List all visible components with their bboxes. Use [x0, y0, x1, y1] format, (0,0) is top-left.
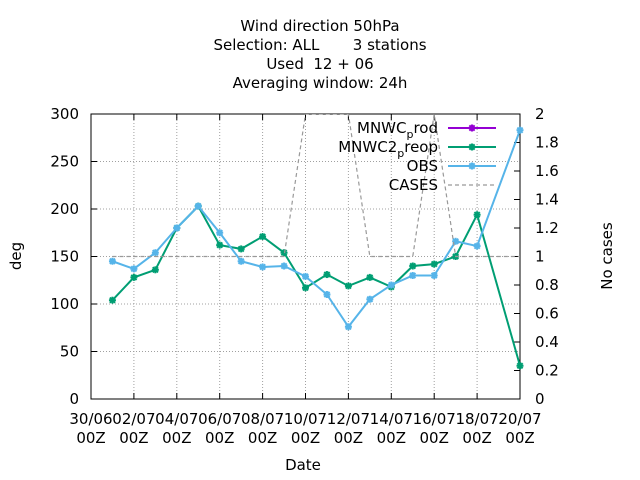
x-axis-label: Date: [285, 456, 321, 474]
x-tick-label-time: 00Z: [377, 429, 406, 447]
x-tick-label-date: 30/06: [69, 410, 112, 428]
y-tick-label: 200: [50, 200, 79, 218]
title-line-4: Averaging window: 24h: [232, 74, 408, 92]
y2-tick-label: 0.2: [535, 362, 559, 380]
y2-tick-label: 1.6: [535, 162, 559, 180]
x-tick-label-time: 00Z: [505, 429, 534, 447]
data-point-obs: [173, 224, 181, 232]
data-point-obs: [387, 281, 395, 289]
y-tick-label: 300: [50, 105, 79, 123]
x-tick-label-date: 10/07: [284, 410, 327, 428]
data-point-mnwc2-preop: [130, 273, 138, 281]
y2-tick-label: 0.6: [535, 305, 559, 323]
data-point-obs: [108, 257, 116, 265]
x-tick-label-time: 00Z: [248, 429, 277, 447]
data-point-mnwc2-preop: [430, 260, 438, 268]
title-line-3: Used 12 + 06: [266, 55, 374, 73]
legend-marker-mnwc-prod: [468, 124, 476, 132]
x-tick-label-time: 00Z: [119, 429, 148, 447]
data-point-obs: [430, 272, 438, 279]
title-line-2: Selection: ALL 3 stations: [213, 36, 427, 54]
x-tick-label-time: 00Z: [462, 429, 491, 447]
y2-tick-label: 0.8: [535, 276, 559, 294]
x-tick-label-date: 04/07: [155, 410, 198, 428]
title-line-1: Wind direction 50hPa: [240, 17, 400, 35]
y2-tick-label: 1: [535, 248, 545, 266]
x-tick-label-date: 08/07: [241, 410, 284, 428]
x-tick-label-time: 00Z: [76, 429, 105, 447]
legend-label-cases: CASES: [389, 176, 438, 194]
data-point-mnwc2-preop: [516, 362, 524, 370]
legend-label-mnwc2-preop: MNWC2preop: [338, 138, 438, 160]
data-point-obs: [302, 272, 309, 280]
y-tick-label: 250: [50, 153, 79, 171]
data-point-obs: [216, 229, 224, 237]
data-point-mnwc2-preop: [323, 271, 331, 279]
data-point-mnwc2-preop: [108, 296, 116, 304]
y-axis-label: deg: [7, 242, 25, 270]
y-tick-label: 0: [69, 390, 79, 408]
x-tick-label-date: 14/07: [370, 410, 413, 428]
x-tick-label-date: 20/07: [498, 410, 541, 428]
data-point-mnwc2-preop: [237, 245, 245, 253]
x-tick-label-time: 00Z: [420, 429, 449, 447]
data-point-mnwc2-preop: [344, 282, 352, 290]
data-point-obs: [409, 272, 417, 279]
data-point-obs: [366, 295, 374, 303]
data-point-mnwc2-preop: [473, 211, 481, 219]
legend-label-mnwc-prod: MNWCprod: [357, 119, 438, 141]
data-point-mnwc2-preop: [216, 241, 224, 249]
data-point-obs: [516, 126, 524, 134]
x-tick-label-date: 18/07: [455, 410, 498, 428]
x-tick-label-date: 16/07: [413, 410, 456, 428]
data-point-mnwc2-preop: [366, 273, 374, 281]
legend-label-obs: OBS: [407, 157, 438, 175]
data-point-mnwc2-preop: [151, 266, 159, 274]
data-point-obs: [280, 262, 288, 270]
y2-tick-label: 0: [535, 390, 545, 408]
y2-axis-label: No cases: [598, 222, 616, 290]
data-point-mnwc2-preop: [302, 284, 309, 292]
y2-tick-label: 1.4: [535, 191, 559, 209]
axes: 30/0600Z02/0700Z04/0700Z06/0700Z08/0700Z…: [50, 105, 559, 447]
data-point-mnwc2-preop: [259, 233, 267, 241]
y-tick-label: 50: [60, 343, 79, 361]
data-point-obs: [323, 291, 331, 298]
x-tick-label-time: 00Z: [162, 429, 191, 447]
y2-tick-label: 1.2: [535, 219, 559, 237]
x-tick-label-time: 00Z: [334, 429, 363, 447]
y2-tick-label: 0.4: [535, 333, 559, 351]
x-tick-label-time: 00Z: [205, 429, 234, 447]
data-point-obs: [259, 263, 267, 271]
legend-marker-obs: [468, 162, 476, 170]
x-tick-label-time: 00Z: [291, 429, 320, 447]
data-point-obs: [151, 249, 159, 257]
y2-tick-label: 1.8: [535, 134, 559, 152]
data-point-obs: [130, 265, 138, 273]
data-point-obs: [194, 202, 202, 210]
data-point-obs: [344, 323, 352, 331]
x-tick-label-date: 02/07: [112, 410, 155, 428]
data-point-mnwc2-preop: [409, 262, 417, 270]
data-point-obs: [237, 257, 245, 265]
x-tick-label-date: 12/07: [327, 410, 370, 428]
y-tick-label: 100: [50, 295, 79, 313]
data-point-obs: [473, 242, 481, 250]
y2-tick-label: 2: [535, 105, 545, 123]
y-tick-label: 150: [50, 248, 79, 266]
series-layer: [108, 114, 524, 370]
x-tick-label-date: 06/07: [198, 410, 241, 428]
legend-marker-mnwc2-preop: [468, 143, 476, 151]
